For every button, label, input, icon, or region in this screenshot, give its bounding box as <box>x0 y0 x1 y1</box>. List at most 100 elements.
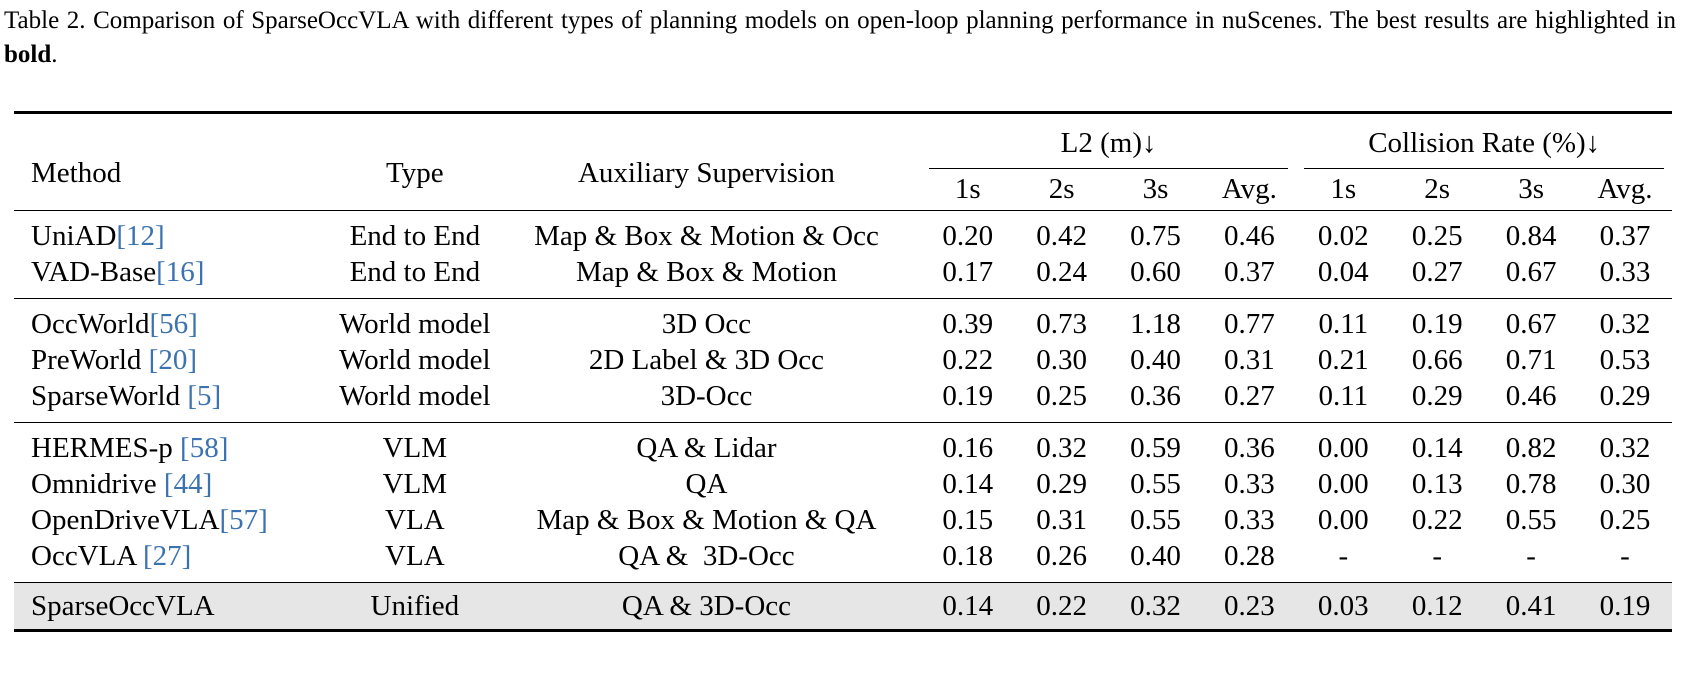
type-cell: VLM <box>382 468 448 500</box>
l2-avg-cell: 0.37 <box>1224 255 1275 288</box>
collision-avg-cell: 0.37 <box>1599 220 1651 253</box>
citation-link[interactable]: [44] <box>163 468 213 500</box>
table-row: OccWorld[56] World model 3D Occ 0.39 0.73 1.1… <box>14 298 1672 343</box>
collision-2s-cell: 0.27 <box>1411 255 1463 288</box>
aux-cell: 3D Occ <box>661 308 752 341</box>
header-col-3s: 3s <box>1518 172 1544 205</box>
method-sep <box>173 432 180 464</box>
l2-avg-cell: 0.27 <box>1224 379 1275 412</box>
l2-avg-cell: 0.77 <box>1224 308 1275 341</box>
aux-cell: QA <box>685 468 728 500</box>
l2-3s-cell: 0.59 <box>1130 432 1181 465</box>
l2-2s-cell: 0.32 <box>1036 432 1087 465</box>
collision-avg-cell: 0.30 <box>1599 468 1651 500</box>
aux-cell: QA & 3D-Occ <box>618 539 795 572</box>
citation-link[interactable]: [56] <box>149 308 198 341</box>
method-name: VAD-Base <box>31 255 157 288</box>
collision-3s-cell: 0.84 <box>1505 220 1557 253</box>
collision-1s-cell: - <box>1338 539 1349 572</box>
l2-avg-cell: 0.28 <box>1224 539 1275 572</box>
l2-2s-cell: 0.30 <box>1036 344 1087 376</box>
caption-bold-word: bold <box>4 41 52 68</box>
l2-1s-cell: 0.15 <box>942 504 994 536</box>
caption-label: Table 2. <box>4 7 86 34</box>
l2-2s-cell: 0.25 <box>1036 379 1087 412</box>
type-cell: World model <box>339 344 491 376</box>
collision-2s-cell: 0.19 <box>1411 308 1463 341</box>
collision-3s-cell: - <box>1526 539 1536 572</box>
collision-3s-cell: 0.55 <box>1505 504 1557 536</box>
type-cell: End to End <box>349 220 481 253</box>
aux-cell: Map & Box & Motion <box>575 255 837 288</box>
type-cell: World model <box>339 379 491 412</box>
header-collision-label: Collision Rate (%)↓ <box>1304 127 1664 169</box>
citation-link[interactable]: [20] <box>148 344 197 376</box>
method-cell: SparseOccVLA <box>14 582 338 631</box>
collision-avg-cell: 0.53 <box>1599 344 1651 376</box>
method-cell: HERMES-p [58] <box>14 423 338 467</box>
method-name: HERMES-p <box>31 432 173 465</box>
l2-2s-cell: 0.26 <box>1036 539 1087 572</box>
citation-link[interactable]: [27] <box>142 539 192 572</box>
citation-link[interactable]: [12] <box>116 220 165 253</box>
l2-avg-cell: 0.31 <box>1224 344 1275 376</box>
method-cell: OccWorld[56] <box>14 299 338 343</box>
collision-2s-cell: 0.25 <box>1411 220 1463 253</box>
collision-2s-cell: 0.12 <box>1390 582 1485 631</box>
method-name: SparseWorld <box>31 379 181 412</box>
table-caption: Table 2. Comparison of SparseOccVLA with… <box>4 4 1676 72</box>
collision-3s-cell: 0.46 <box>1505 379 1557 412</box>
l2-avg-cell: 0.46 <box>1224 220 1275 253</box>
citation-link[interactable]: [5] <box>187 379 222 412</box>
collision-2s-cell: 0.14 <box>1411 432 1463 465</box>
type-cell: World model <box>339 308 491 341</box>
l2-2s-cell: 0.73 <box>1036 308 1087 341</box>
comparison-table: Method Type Auxiliary Supervision L2 (m)… <box>14 111 1672 632</box>
table-row: HERMES-p [58] VLM QA & Lidar 0.16 0.32 0.59 0.… <box>14 422 1672 467</box>
collision-3s-cell: 0.41 <box>1484 582 1579 631</box>
method-name: PreWorld <box>31 344 142 376</box>
header-l2-1s: 1s <box>954 172 981 205</box>
collision-1s-cell: 0.00 <box>1317 432 1369 465</box>
table-row: SparseWorld [5] World model 3D-Occ 0.19 0.25… <box>14 379 1672 423</box>
collision-avg-cell: - <box>1620 539 1630 572</box>
header-col-2s: 2s <box>1424 172 1451 205</box>
collision-1s-cell: 0.21 <box>1317 344 1369 376</box>
method-cell: UniAD[12] <box>14 211 338 255</box>
l2-3s-cell: 0.40 <box>1130 344 1181 376</box>
l2-avg-cell: 0.33 <box>1224 468 1275 500</box>
method-cell: Omnidrive [44] <box>14 467 338 503</box>
aux-cell: Map & Box & Motion & Occ <box>534 220 879 253</box>
method-name: UniAD <box>31 220 117 253</box>
l2-3s-cell: 0.60 <box>1130 255 1181 288</box>
type-cell: Unified <box>337 582 493 631</box>
collision-2s-cell: 0.13 <box>1411 468 1463 500</box>
header-col-1s: 1s <box>1330 172 1357 205</box>
type-cell: VLM <box>382 432 448 465</box>
type-cell: VLA <box>385 504 445 536</box>
l2-2s-cell: 0.31 <box>1036 504 1087 536</box>
l2-1s-cell: 0.22 <box>942 344 994 376</box>
method-name: OpenDriveVLA <box>31 504 220 536</box>
collision-2s-cell: 0.66 <box>1411 344 1463 376</box>
citation-link[interactable]: [57] <box>219 504 268 536</box>
l2-1s-cell: 0.14 <box>920 582 1015 631</box>
citation-link[interactable]: [16] <box>156 255 205 288</box>
collision-avg-cell: 0.33 <box>1599 255 1651 288</box>
collision-avg-cell: 0.32 <box>1599 432 1651 465</box>
header-l2-avg: Avg. <box>1221 172 1277 205</box>
l2-2s-cell: 0.22 <box>1014 582 1109 631</box>
table-row: VAD-Base[16] End to End Map & Box & Motion… <box>14 255 1672 299</box>
citation-link[interactable]: [58] <box>180 432 229 465</box>
l2-3s-cell: 0.55 <box>1130 504 1181 536</box>
collision-avg-cell: 0.32 <box>1599 308 1651 341</box>
l2-2s-cell: 0.42 <box>1036 220 1087 253</box>
aux-cell: QA & Lidar <box>636 432 777 465</box>
aux-cell: 2D Label & 3D Occ <box>588 344 825 376</box>
table-row: UniAD[12] End to End Map & Box & Motion & … <box>14 210 1672 255</box>
l2-3s-cell: 0.32 <box>1108 582 1203 631</box>
header-l2-label: L2 (m)↓ <box>928 127 1289 169</box>
type-cell: VLA <box>385 539 445 572</box>
l2-1s-cell: 0.19 <box>942 379 994 412</box>
l2-3s-cell: 0.55 <box>1130 468 1181 500</box>
